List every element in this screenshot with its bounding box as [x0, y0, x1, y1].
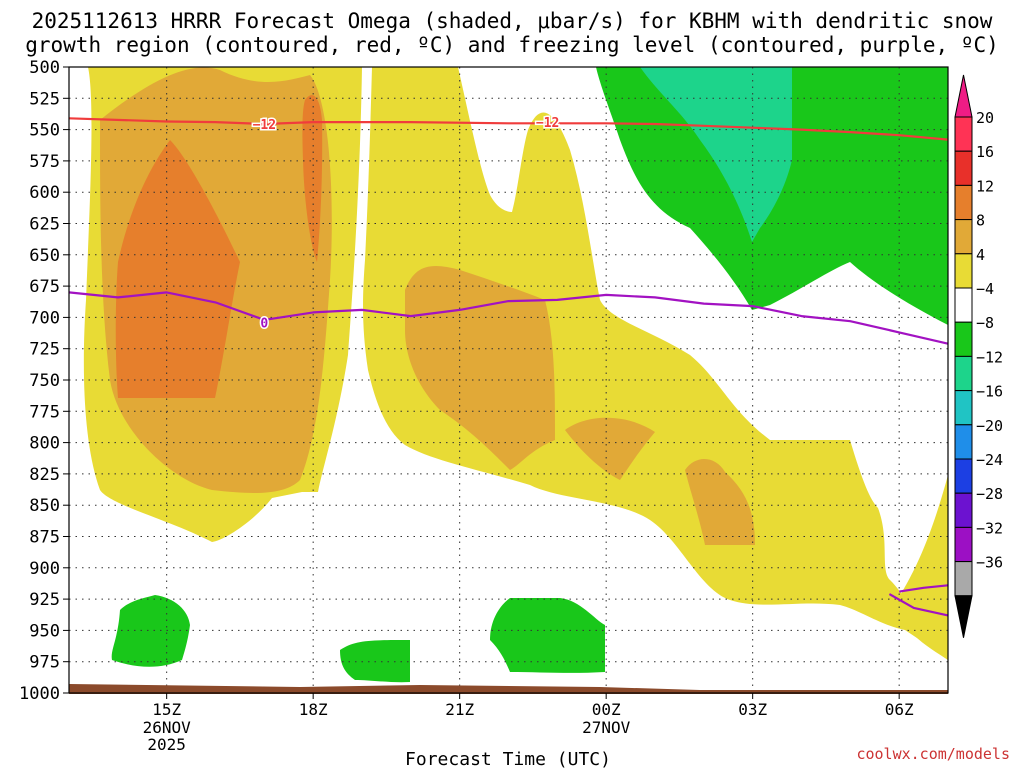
site-credit: coolwx.com/models [856, 745, 1010, 763]
colorbar-label: −24 [976, 451, 1003, 469]
y-tick-label: 775 [29, 402, 60, 422]
y-tick-label: 800 [29, 434, 60, 454]
colorbar-swatch [954, 184, 973, 221]
y-tick-label: 1000 [19, 684, 60, 704]
omega-neg4-neg8-low1 [111, 595, 190, 667]
y-axis: 500 525 550 575 600 625 650 675 700 725 750 775 800 8… [19, 58, 69, 704]
colorbar-label: −4 [976, 280, 994, 298]
colorbar-swatch [954, 492, 973, 528]
colorbar-swatch [954, 526, 973, 563]
colorbar-label: −36 [976, 554, 1003, 572]
colorbar-swatch [954, 390, 973, 426]
colorbar: 20 16 12 8 4 −4 −8 −12 −16 −20 −24 −28 −32 −36 [954, 74, 1003, 638]
colorbar-top-arrow [954, 74, 973, 118]
chart-title-line2: growth region (contoured, red, ºC) and f… [25, 33, 999, 57]
y-tick-label: 975 [29, 653, 60, 673]
colorbar-label: −20 [976, 417, 1003, 435]
omega-neg8-neg12 [640, 67, 792, 242]
y-tick-label: 650 [29, 246, 60, 266]
y-tick-label: 725 [29, 340, 60, 360]
isotherm-line [888, 593, 949, 617]
y-tick-label: 550 [29, 121, 60, 141]
omega-neg4-neg8-low3 [490, 598, 605, 673]
colorbar-swatch [954, 424, 973, 460]
y-tick-label: 875 [29, 528, 60, 548]
omega-12-16-strip [302, 95, 323, 263]
colorbar-swatch [954, 116, 973, 152]
colorbar-swatch [954, 321, 973, 357]
grid-lines [69, 67, 948, 693]
x-tick-label: 21Z [445, 700, 474, 719]
x-axis-title: Forecast Time (UTC) [405, 749, 611, 768]
terrain-strip [69, 684, 948, 694]
y-tick-label: 525 [29, 89, 60, 109]
omega-8-12-mid [565, 417, 655, 480]
isotherm-label: −12 [253, 118, 276, 133]
colorbar-label: −12 [976, 348, 1003, 366]
chart-title-line1: 2025112613 HRRR Forecast Omega (shaded, … [31, 9, 993, 33]
x-tick-sublabel: 27NOV [582, 718, 631, 737]
x-tick-label: 15Z [152, 700, 181, 719]
omega-shading [83, 67, 949, 683]
y-tick-label: 700 [29, 308, 60, 328]
y-tick-label: 750 [29, 371, 60, 391]
colorbar-swatch [954, 150, 973, 186]
y-tick-label: 850 [29, 496, 60, 516]
x-tick-label: 00Z [592, 700, 621, 719]
colorbar-swatch [954, 458, 973, 494]
y-tick-label: 900 [29, 559, 60, 579]
isotherm-label: −12 [536, 116, 559, 131]
y-tick-label: 600 [29, 183, 60, 203]
colorbar-swatch [954, 287, 973, 323]
y-tick-label: 925 [29, 590, 60, 610]
omega-neg4-neg8-low2 [340, 640, 410, 683]
y-tick-label: 575 [29, 152, 60, 172]
y-tick-label: 675 [29, 277, 60, 297]
colorbar-label: 12 [976, 177, 994, 195]
isotherm-line [899, 584, 949, 593]
colorbar-label: 16 [976, 143, 994, 161]
omega-8-12-right [685, 458, 755, 545]
y-tick-label: 950 [29, 621, 60, 641]
colorbar-label: −32 [976, 519, 1003, 537]
x-tick-sublabel: 26NOV [143, 718, 192, 737]
isotherm-label: 0 [260, 316, 268, 331]
isotherm-lines: −12 −12 0 [68, 115, 949, 617]
colorbar-swatch [954, 219, 973, 255]
colorbar-label: −28 [976, 485, 1003, 503]
colorbar-label: −16 [976, 383, 1003, 401]
x-tick-label: 03Z [738, 700, 767, 719]
colorbar-swatch [954, 561, 973, 597]
y-tick-label: 500 [29, 58, 60, 78]
isotherm-line [68, 117, 949, 141]
colorbar-label: 8 [976, 212, 985, 230]
colorbar-bottom-arrow [954, 595, 973, 638]
x-tick-label: 18Z [299, 700, 328, 719]
y-tick-label: 825 [29, 465, 60, 485]
y-tick-label: 625 [29, 215, 60, 235]
colorbar-swatch [954, 355, 973, 392]
omega-4-8-center [363, 67, 949, 660]
colorbar-swatch [954, 253, 973, 289]
colorbar-label: 20 [976, 109, 994, 127]
isotherm-line [68, 291, 949, 345]
x-tick-label: 06Z [885, 700, 914, 719]
colorbar-label: 4 [976, 246, 985, 264]
x-tick-sublabel: 2025 [147, 735, 186, 754]
omega-12-16-left [115, 140, 240, 398]
colorbar-label: −8 [976, 314, 994, 332]
